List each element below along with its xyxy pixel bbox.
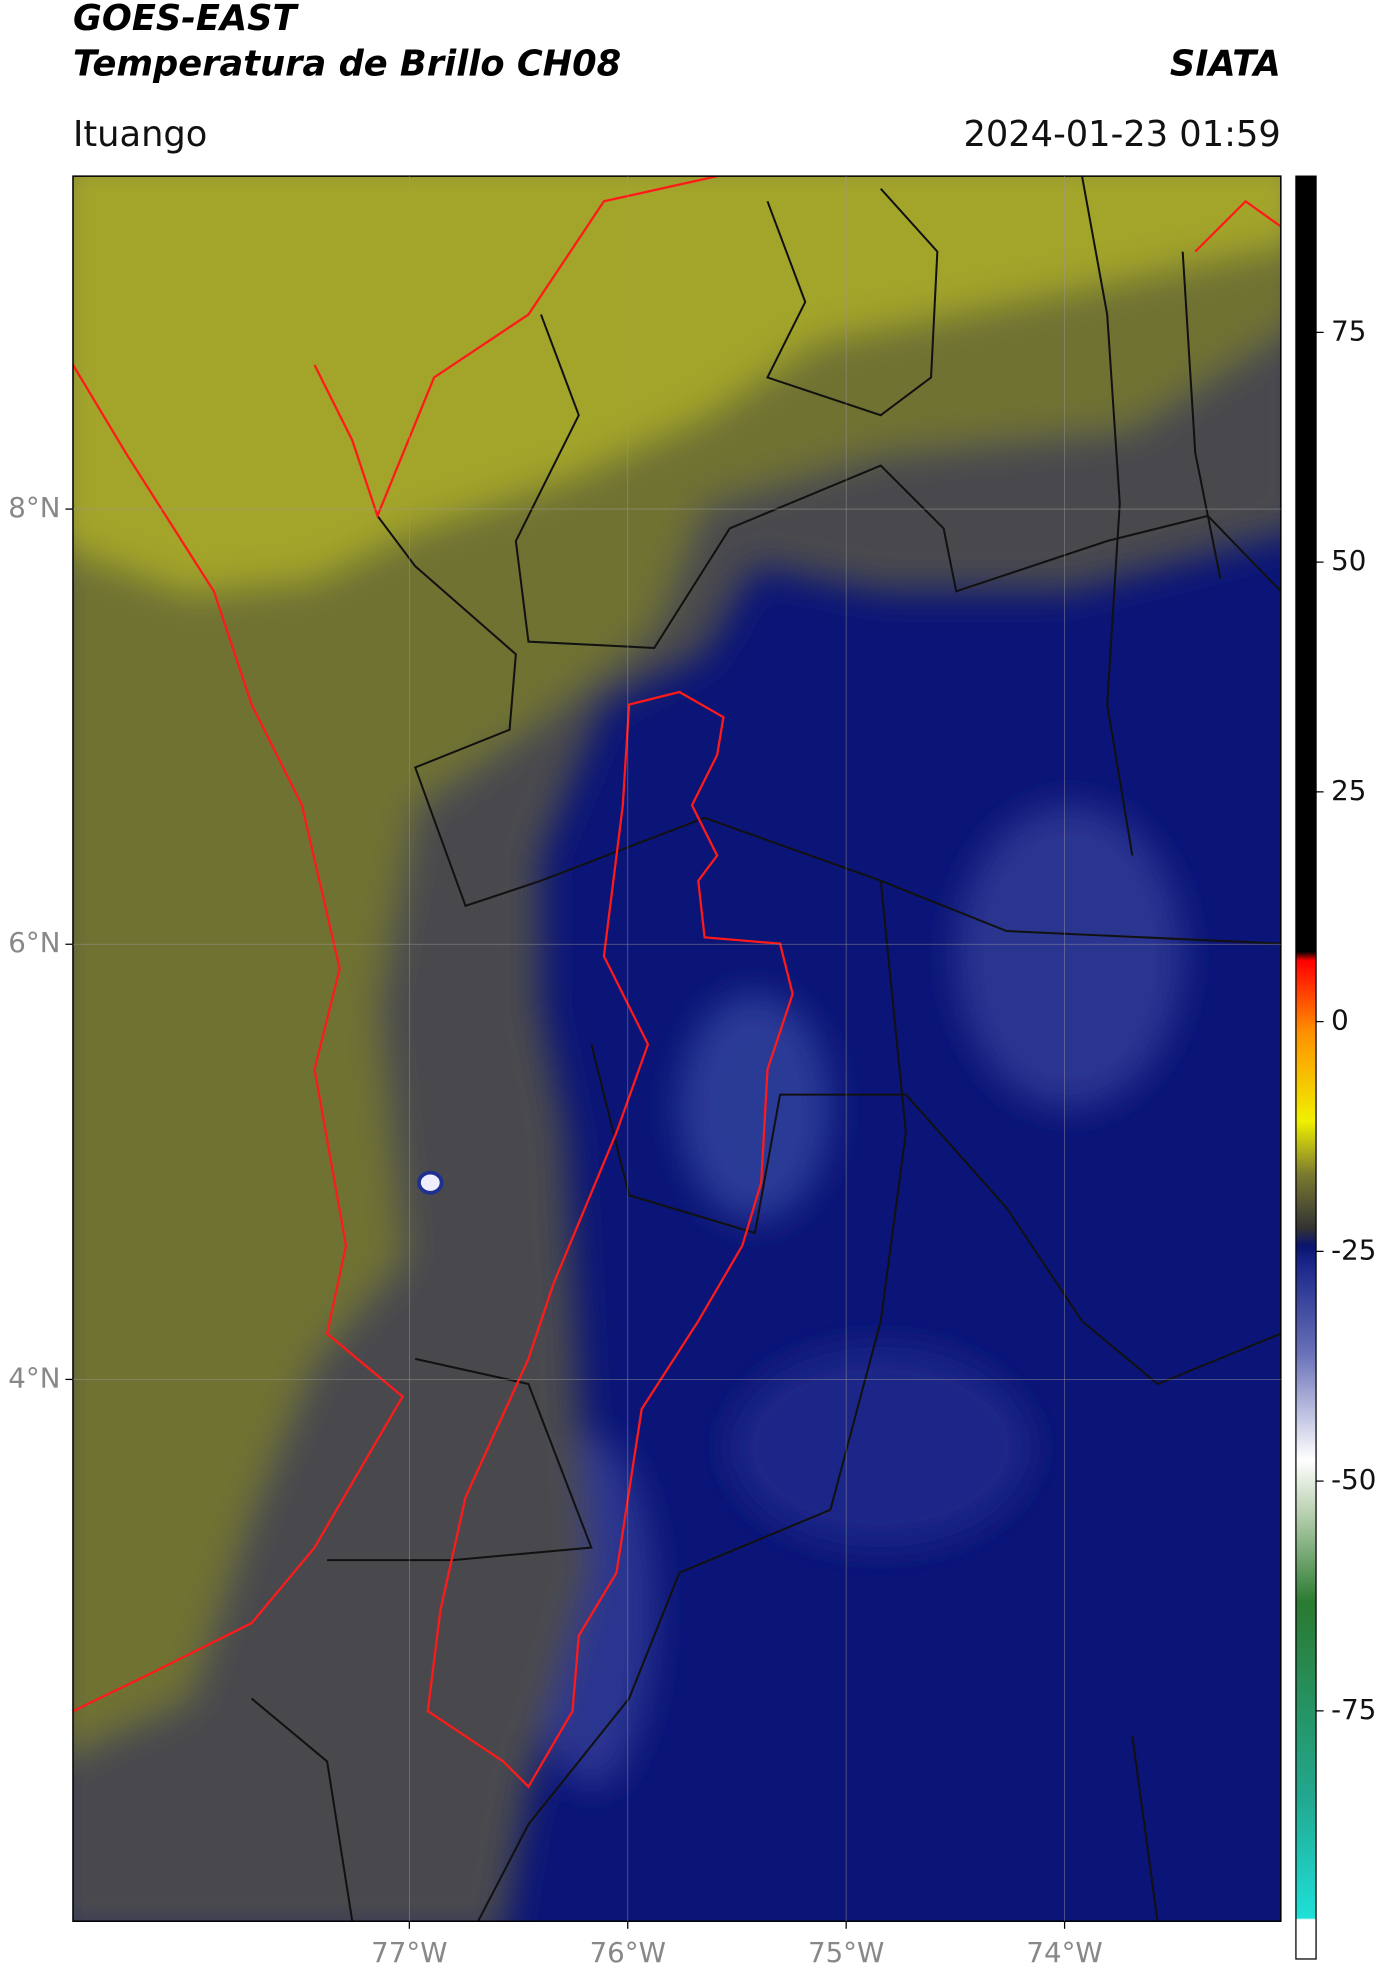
colorbar-tick-label: -25 (1331, 1233, 1376, 1266)
x-tick-label: 77°W (371, 1936, 447, 1969)
location: Ituango (73, 114, 207, 155)
map-frame (72, 175, 1282, 1922)
subtitle: Temperatura de Brillo CH08 (73, 43, 621, 84)
y-tick-label: 8°N (8, 491, 60, 524)
y-tick-label: 6°N (8, 926, 60, 959)
colorbar-tick-label: 25 (1331, 774, 1366, 807)
colorbar-tick-label: -75 (1331, 1693, 1376, 1726)
colorbar-tick-label: 0 (1331, 1004, 1349, 1037)
x-tick-label: 75°W (808, 1936, 884, 1969)
colorbar (1295, 175, 1317, 1960)
colorbar-tick-label: 50 (1331, 544, 1366, 577)
x-tick-label: 76°W (590, 1936, 666, 1969)
colorbar-tick-label: -50 (1331, 1463, 1376, 1496)
y-tick-label: 4°N (8, 1361, 60, 1394)
map-image (72, 176, 1281, 1922)
datetime: 2024-01-23 01:59 (963, 114, 1280, 155)
x-tick-label: 74°W (1026, 1936, 1102, 1969)
source: SIATA (1170, 43, 1281, 84)
colorbar-tick-label: 75 (1331, 314, 1366, 347)
title: GOES-EAST (73, 0, 300, 39)
